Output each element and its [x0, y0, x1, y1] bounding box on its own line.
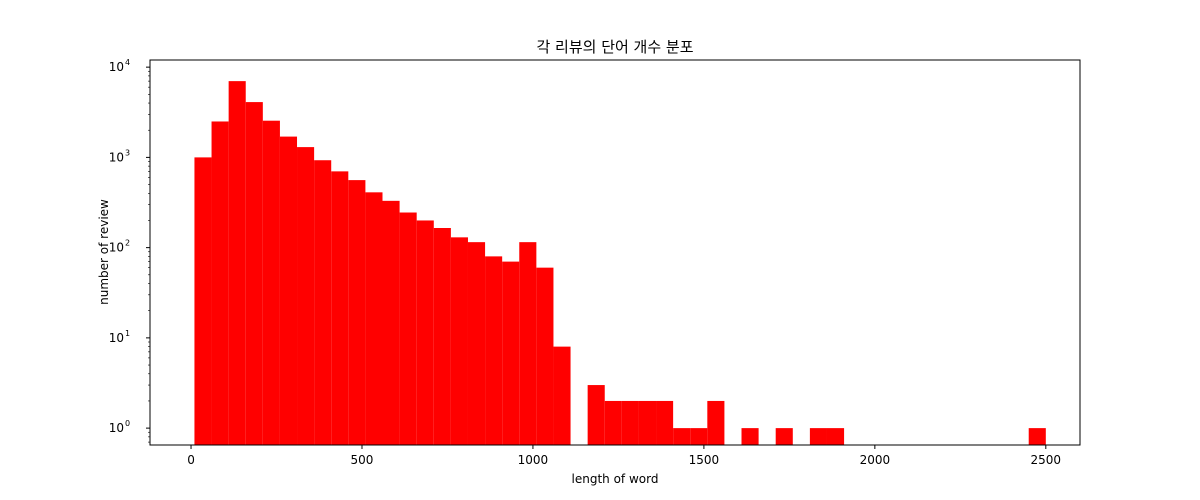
histogram-bar: [194, 157, 212, 445]
y-tick-label: 10: [109, 331, 124, 345]
histogram-bar: [433, 228, 451, 445]
histogram-bar: [656, 400, 674, 445]
x-axis-label: length of word: [572, 472, 659, 486]
histogram-bar: [211, 121, 229, 446]
x-tick-label: 1500: [689, 453, 720, 467]
histogram-bar: [297, 147, 315, 445]
histogram-bar: [485, 256, 503, 445]
histogram-bar: [314, 160, 332, 445]
histogram-bar: [690, 428, 708, 445]
histogram-bar: [741, 428, 759, 445]
histogram-bar: [1028, 428, 1046, 445]
histogram-bar: [262, 120, 280, 445]
x-tick-label: 0: [187, 453, 195, 467]
histogram-bar: [587, 385, 605, 445]
y-tick-label: 10: [109, 150, 124, 164]
histogram-bar: [553, 346, 571, 445]
histogram-bar: [519, 242, 537, 445]
x-tick-label: 500: [351, 453, 374, 467]
y-tick-label: 10: [109, 60, 124, 74]
y-tick-exponent: 2: [125, 239, 130, 248]
x-tick-label: 1000: [518, 453, 549, 467]
histogram-bar: [502, 261, 520, 445]
y-tick-exponent: 1: [125, 329, 130, 338]
y-tick-exponent: 3: [125, 148, 130, 157]
plot-frame: [149, 59, 1081, 446]
histogram-bar: [621, 400, 639, 445]
histogram-bar: [245, 102, 263, 445]
histogram-bar: [365, 192, 383, 445]
histogram-bar: [775, 428, 793, 445]
histogram-bar: [809, 428, 827, 445]
x-axis-ticks: 0 500 1000 1500 2000 2500: [187, 445, 1061, 467]
histogram-bar: [536, 267, 554, 445]
y-tick-exponent: 4: [125, 58, 130, 67]
histogram-bar: [638, 400, 657, 445]
histogram-bar: [673, 428, 691, 445]
histogram-bar: [467, 242, 486, 445]
histogram-bar: [382, 200, 400, 445]
histogram-bar: [416, 220, 434, 445]
histogram-bar: [604, 400, 622, 445]
y-tick-label: 10: [109, 421, 124, 435]
histogram-bar: [331, 171, 349, 446]
y-axis-label: number of review: [97, 199, 111, 305]
histogram-bar: [348, 180, 366, 446]
y-tick-label: 10: [109, 241, 124, 255]
histogram-bar: [450, 237, 468, 445]
histogram-bar: [707, 400, 725, 445]
x-tick-label: 2500: [1031, 453, 1062, 467]
histogram-bar: [826, 428, 845, 445]
histogram-bar: [399, 212, 417, 445]
chart-title: 각 리뷰의 단어 개수 분포: [536, 38, 693, 56]
histogram-bar: [279, 136, 298, 446]
histogram-bar: [228, 81, 246, 445]
y-tick-exponent: 0: [125, 419, 130, 428]
x-tick-label: 2000: [860, 453, 891, 467]
bars-group: [194, 81, 1046, 446]
